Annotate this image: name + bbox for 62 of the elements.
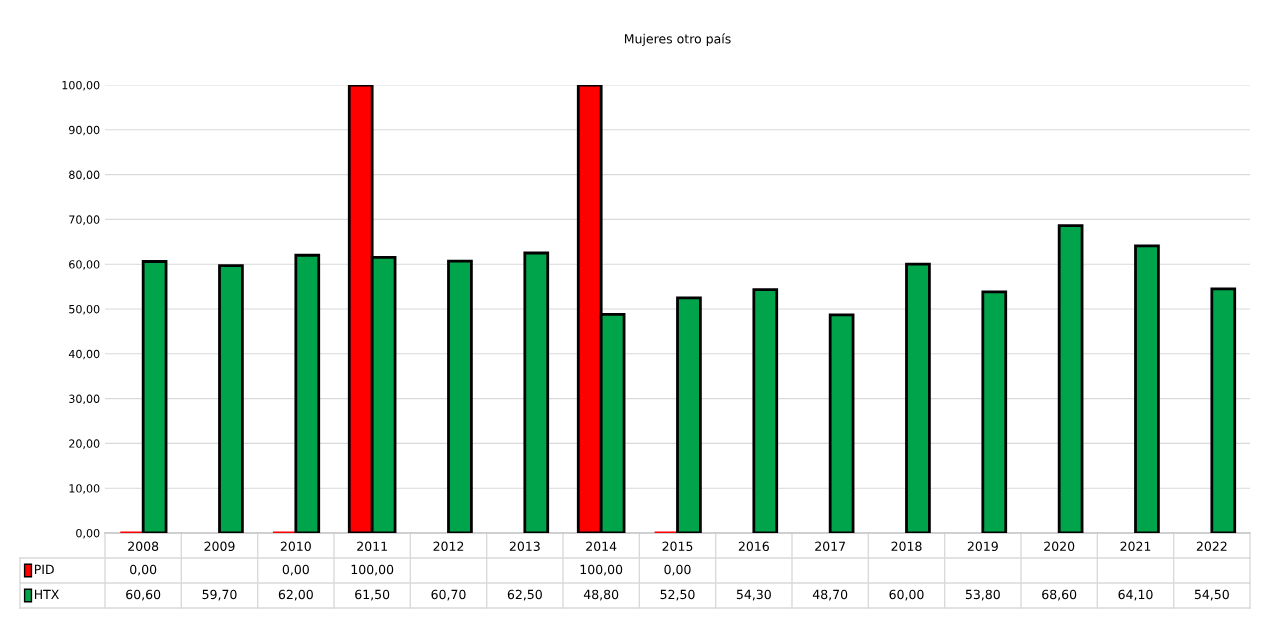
bar [1134, 244, 1160, 533]
data-label: 60,60 [126, 589, 161, 601]
data-label: 60,00 [889, 589, 924, 601]
bar [523, 251, 550, 533]
bar [294, 253, 321, 533]
y-tick-label: 20,00 [69, 439, 100, 449]
x-tick-label: 2016 [738, 541, 769, 552]
y-tick-label: 10,00 [69, 484, 100, 494]
x-tick-label: 2014 [586, 541, 617, 552]
y-tick-label: 50,00 [69, 304, 100, 315]
bar [676, 296, 702, 533]
x-tick-label: 2017 [815, 541, 845, 552]
x-tick-label: 2015 [662, 541, 693, 552]
bar [1210, 287, 1237, 533]
data-label: 0,00 [664, 564, 691, 576]
data-label: 54,50 [1194, 589, 1229, 601]
data-label: 100,00 [580, 564, 623, 576]
bar [218, 264, 244, 533]
x-tick-label: 2011 [357, 541, 387, 552]
data-label: 62,50 [507, 589, 542, 601]
bar [141, 260, 168, 533]
data-label: 64,10 [1118, 589, 1153, 601]
legend-label: HTX [34, 589, 59, 599]
bar [1057, 224, 1084, 533]
bar [905, 262, 931, 533]
y-tick-label: 100,00 [62, 80, 100, 91]
data-label: 54,30 [736, 589, 771, 601]
bar [828, 313, 855, 533]
y-tick-label: 60,00 [69, 260, 100, 270]
bar [447, 259, 473, 533]
x-tick-label: 2008 [128, 541, 159, 552]
y-tick-label: 70,00 [69, 215, 100, 225]
data-label: 100,00 [351, 564, 394, 576]
data-label: 53,80 [965, 589, 1000, 601]
data-label: 48,70 [812, 589, 848, 601]
data-label: 62,00 [278, 589, 313, 601]
y-tick-label: 40,00 [68, 349, 100, 360]
x-tick-label: 2010 [280, 541, 311, 552]
bar [981, 290, 1008, 533]
data-label: 60,70 [431, 589, 466, 601]
x-tick-label: 2020 [1044, 541, 1075, 552]
data-label: 0,00 [130, 564, 157, 576]
x-tick-label: 2021 [1120, 541, 1151, 552]
data-label: 59,70 [202, 589, 237, 601]
y-tick-label: 30,00 [69, 394, 100, 405]
x-tick-label: 2022 [1196, 541, 1227, 552]
y-tick-label: 90,00 [69, 125, 100, 136]
data-label: 52,50 [660, 589, 695, 601]
data-label: 0,00 [282, 564, 309, 576]
bar [752, 288, 779, 533]
legend-label: PID [34, 564, 54, 574]
x-tick-label: 2009 [204, 541, 235, 552]
chart-title: Mujeres otro país [624, 33, 731, 46]
x-tick-label: 2018 [891, 541, 922, 552]
y-tick-label: 80,00 [69, 170, 100, 181]
data-label: 48,80 [583, 589, 619, 601]
x-tick-label: 2012 [433, 541, 464, 552]
data-label: 68,60 [1042, 589, 1077, 601]
data-label: 61,50 [355, 589, 390, 601]
x-tick-label: 2019 [967, 541, 998, 552]
x-tick-label: 2013 [509, 541, 540, 552]
y-tick-label: 0,00 [76, 528, 100, 539]
